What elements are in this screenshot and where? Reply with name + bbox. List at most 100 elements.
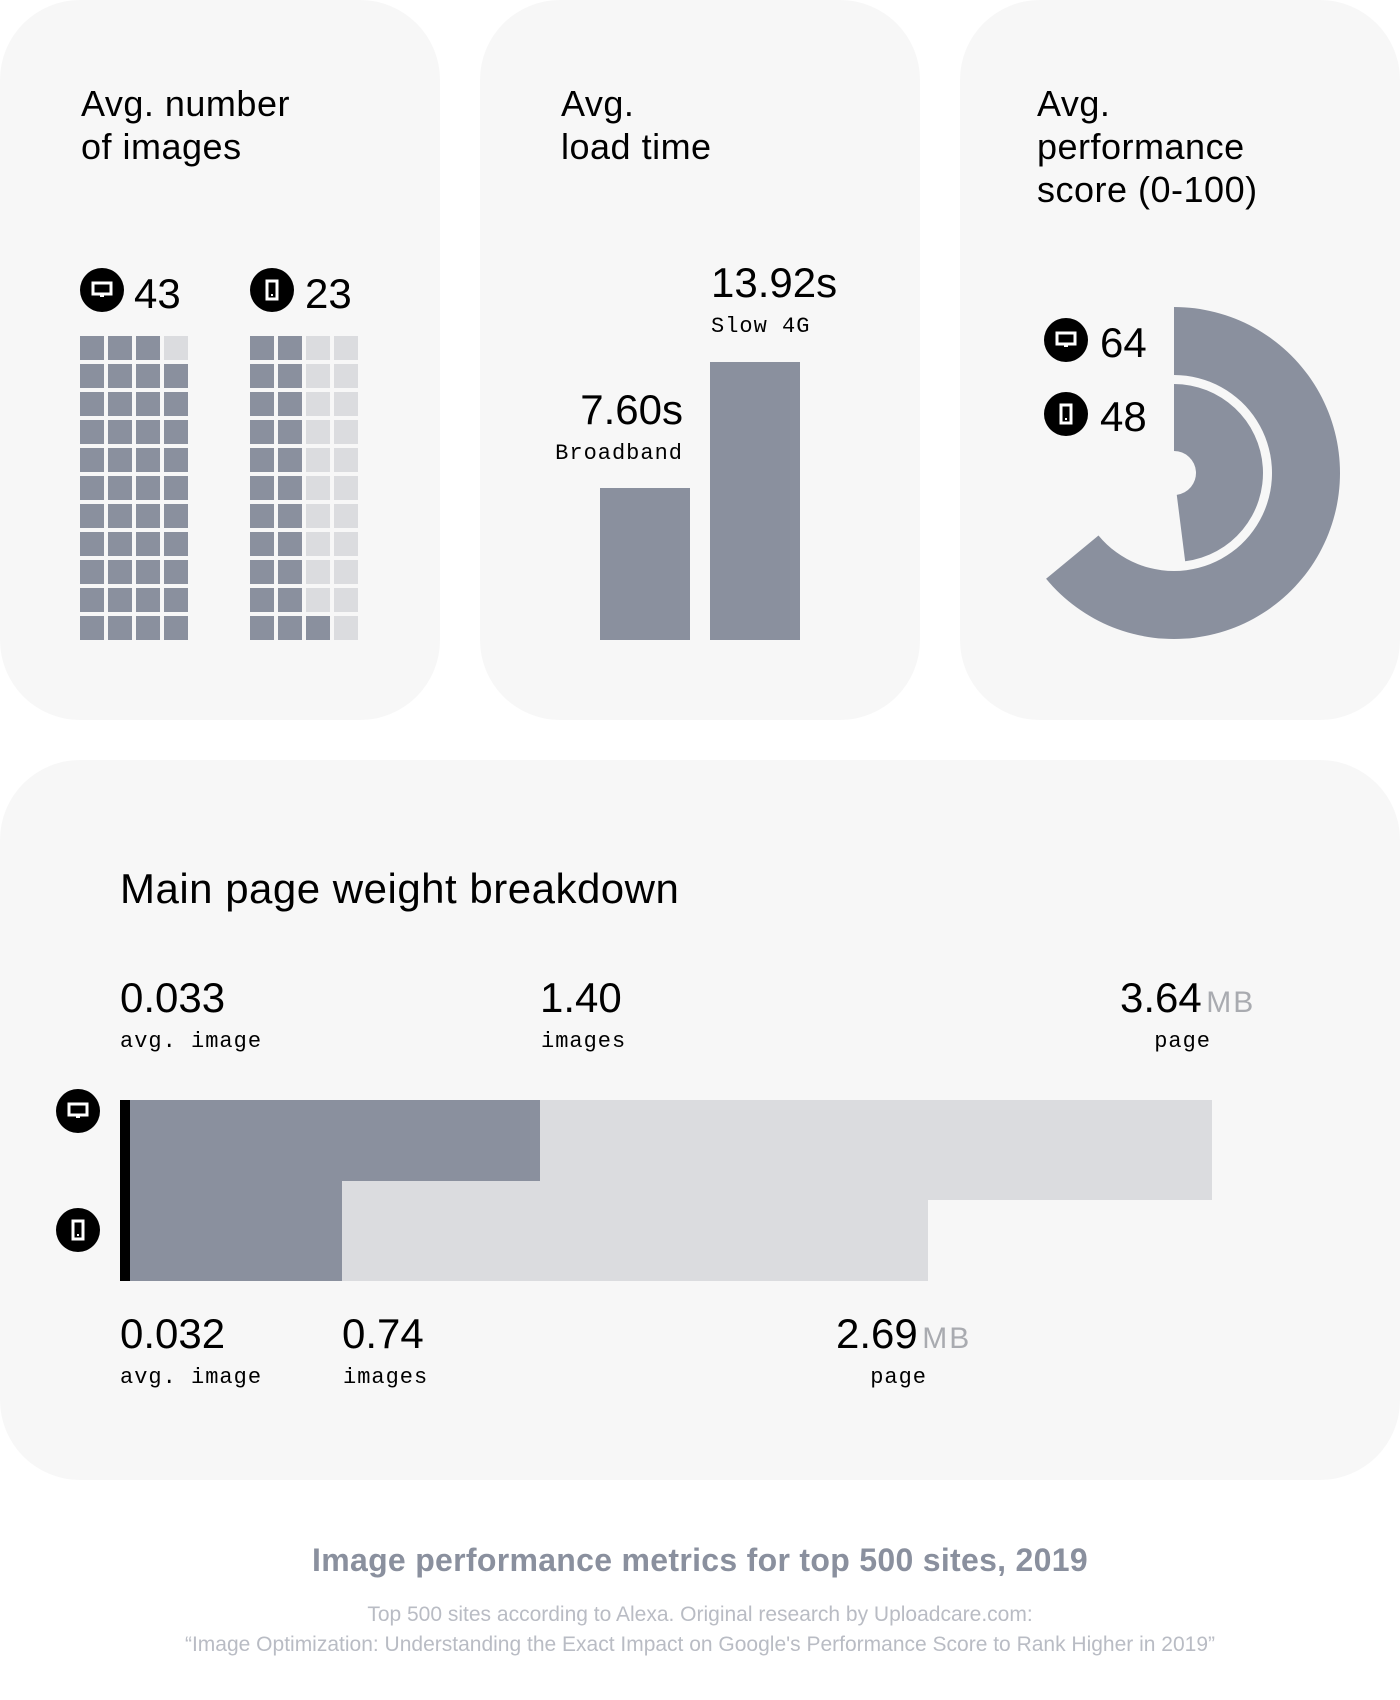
mobile-avg-image-bar (120, 1181, 130, 1281)
smartphone-icon (56, 1208, 100, 1252)
waffle-cell (250, 420, 274, 444)
waffle-cell (80, 336, 104, 360)
monitor-icon (80, 268, 124, 312)
desktop-waffle-grid (80, 336, 188, 640)
waffle-cell (80, 364, 104, 388)
page-weight-title: Main page weight breakdown (120, 865, 680, 912)
waffle-cell (164, 588, 188, 612)
waffle-cell (250, 336, 274, 360)
desktop-images-value: 1.40 (540, 974, 622, 1021)
desktop-page-value-group: 3.64 MB (1120, 977, 1255, 1020)
monitor-icon (1044, 318, 1088, 362)
mobile-score-arc (1174, 384, 1264, 562)
desktop-image-count: 43 (134, 270, 181, 317)
mobile-avg-image-value: 0.032 (120, 1310, 226, 1357)
images-card (0, 0, 440, 720)
waffle-cell (164, 420, 188, 444)
waffle-cell (80, 588, 104, 612)
smartphone-icon (1044, 392, 1088, 436)
waffle-cell (80, 532, 104, 556)
waffle-cell (306, 392, 330, 416)
waffle-cell (306, 588, 330, 612)
waffle-cell (108, 420, 132, 444)
footer-source-line2: “Image Optimization: Understanding the E… (184, 1633, 1216, 1656)
desktop-avg-image-label: avg. image (120, 1029, 263, 1054)
waffle-cell (334, 392, 358, 416)
title-line: load time (561, 126, 712, 167)
waffle-cell (80, 504, 104, 528)
waffle-cell (250, 504, 274, 528)
footer-source-line1: Top 500 sites according to Alexa. Origin… (367, 1603, 1033, 1626)
performance-radial-chart (1046, 307, 1341, 639)
waffle-cell (136, 616, 160, 640)
waffle-cell (334, 448, 358, 472)
waffle-cell (164, 560, 188, 584)
waffle-cell (136, 532, 160, 556)
waffle-cell (334, 420, 358, 444)
desktop-images-label: images (541, 1029, 627, 1054)
desktop-avg-image-value: 0.033 (120, 974, 226, 1021)
waffle-cell (164, 476, 188, 500)
title-line: of images (81, 126, 242, 167)
waffle-cell (306, 560, 330, 584)
waffle-cell (108, 588, 132, 612)
waffle-cell (136, 448, 160, 472)
waffle-cell (108, 560, 132, 584)
waffle-cell (334, 560, 358, 584)
waffle-cell (306, 364, 330, 388)
waffle-cell (334, 364, 358, 388)
waffle-cell (278, 532, 302, 556)
waffle-cell (278, 560, 302, 584)
title-line: Avg. number (81, 83, 290, 124)
waffle-cell (164, 504, 188, 528)
waffle-cell (334, 532, 358, 556)
mobile-page-unit: MB (922, 1322, 972, 1355)
waffle-cell (136, 364, 160, 388)
waffle-cell (278, 588, 302, 612)
footer-title: Image performance metrics for top 500 si… (312, 1542, 1088, 1578)
waffle-cell (250, 560, 274, 584)
waffle-cell (108, 504, 132, 528)
waffle-cell (80, 560, 104, 584)
waffle-cell (278, 420, 302, 444)
waffle-cell (306, 420, 330, 444)
desktop-score: 64 (1100, 319, 1147, 366)
monitor-icon (56, 1089, 100, 1133)
load-time-card (480, 0, 920, 720)
waffle-cell (250, 588, 274, 612)
title-line: performance (1037, 126, 1245, 167)
waffle-cell (80, 448, 104, 472)
desktop-avg-image-bar (120, 1100, 130, 1200)
waffle-cell (334, 504, 358, 528)
slow4g-value: 13.92s (711, 259, 838, 306)
waffle-cell (136, 392, 160, 416)
mobile-images-value: 0.74 (342, 1310, 424, 1357)
waffle-cell (108, 448, 132, 472)
waffle-cell (278, 336, 302, 360)
waffle-cell (136, 336, 160, 360)
waffle-cell (306, 532, 330, 556)
waffle-cell (334, 476, 358, 500)
mobile-avg-image-label: avg. image (120, 1365, 263, 1390)
mobile-waffle-grid (250, 336, 358, 640)
waffle-cell (108, 392, 132, 416)
mobile-page-label: page (870, 1365, 927, 1390)
waffle-cell (136, 560, 160, 584)
waffle-cell (80, 616, 104, 640)
waffle-cell (306, 476, 330, 500)
mobile-page-value: 2.69 (836, 1310, 918, 1357)
broadband-label: Broadband (555, 441, 683, 466)
waffle-cell (108, 336, 132, 360)
load-time-card-title: Avg. load time (561, 82, 712, 168)
slow4g-bar (710, 362, 800, 640)
broadband-bar (600, 488, 690, 640)
waffle-cell (250, 392, 274, 416)
smartphone-icon (250, 268, 294, 312)
waffle-cell (80, 392, 104, 416)
mobile-images-label: images (343, 1365, 429, 1390)
waffle-cell (108, 476, 132, 500)
mobile-images-bar (120, 1181, 342, 1281)
waffle-cell (306, 504, 330, 528)
waffle-cell (136, 504, 160, 528)
mobile-page-value-group: 2.69 MB (836, 1313, 971, 1356)
